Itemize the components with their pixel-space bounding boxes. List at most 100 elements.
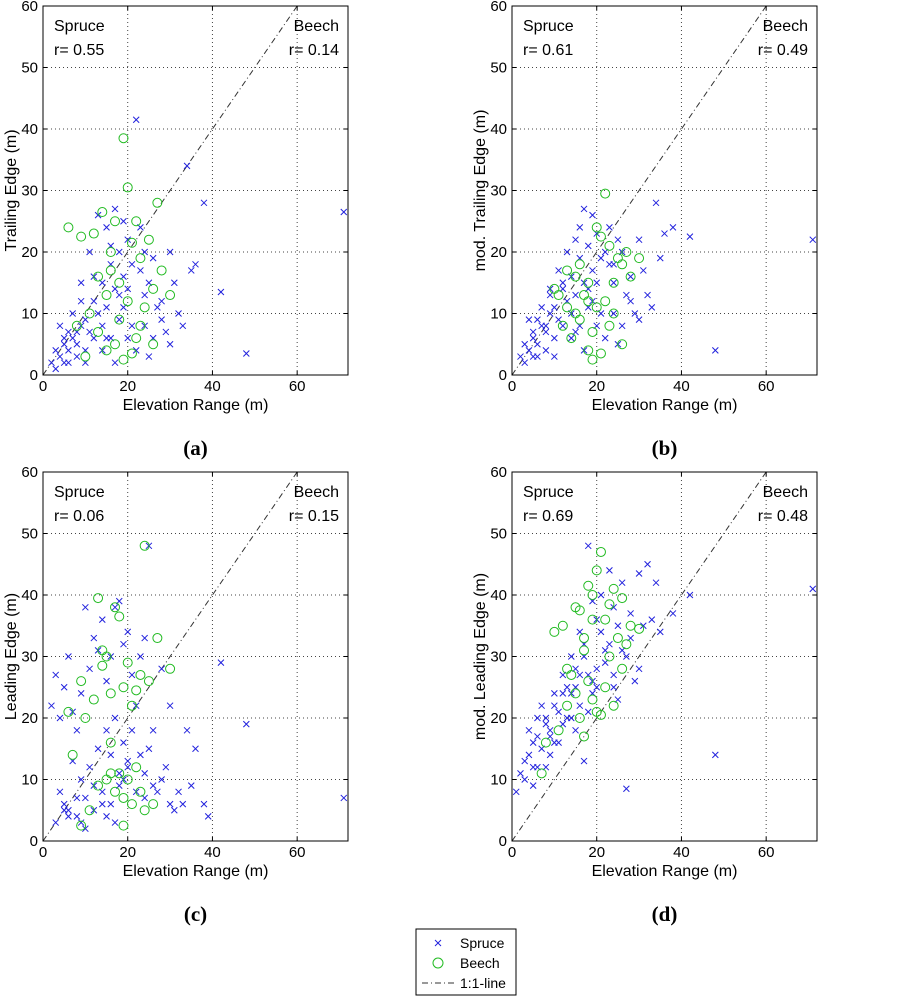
beech-point: [71, 320, 82, 331]
spruce-point: [115, 769, 123, 777]
legend-item: Spruce: [434, 935, 505, 951]
spruce-point: [179, 322, 187, 330]
spruce-point: [593, 279, 601, 287]
beech-point: [156, 265, 167, 276]
spruce-point: [158, 316, 165, 324]
beech-point: [612, 253, 623, 264]
spruce-point: [77, 279, 85, 287]
beech-point: [143, 676, 154, 687]
spruce-point: [56, 322, 64, 330]
spruce-point: [128, 671, 136, 679]
beech-point: [557, 320, 568, 331]
spruce-point: [124, 334, 132, 342]
spruce-point: [686, 233, 694, 240]
spruce-point: [534, 733, 541, 740]
beech-point: [105, 688, 116, 699]
spruce-point: [90, 297, 98, 305]
spruce-point: [542, 347, 550, 354]
spruce-point: [60, 800, 68, 808]
spruce-point: [128, 260, 136, 268]
spruce-point: [652, 199, 660, 207]
spruce-point: [809, 585, 817, 593]
one-to-one-line: [512, 472, 767, 841]
spruce-point: [572, 726, 579, 734]
spruce-point: [567, 714, 575, 722]
spruce-point: [115, 291, 123, 299]
beech-point: [105, 737, 116, 748]
beech-point: [67, 749, 78, 760]
spruce-point: [542, 714, 550, 722]
beech-point: [600, 682, 611, 693]
beech-point: [93, 593, 104, 604]
y-tick-label: 10: [490, 306, 507, 323]
spruce-point: [149, 782, 157, 790]
beech-point: [105, 247, 116, 257]
spruce-point: [546, 310, 554, 317]
spruce-point: [635, 316, 643, 324]
legend-label: Spruce: [460, 935, 505, 951]
spruce-point: [614, 236, 622, 244]
plot-area: [512, 472, 817, 841]
spruce-point: [124, 763, 132, 771]
spruce-point: [94, 211, 102, 219]
spruce-point: [103, 677, 110, 685]
beech-point: [566, 669, 577, 680]
beech-point: [84, 805, 95, 816]
spruce-point: [149, 254, 157, 262]
spruce-point: [132, 116, 140, 124]
beech-point: [587, 326, 598, 337]
spruce-point: [614, 622, 622, 630]
spruce-point: [627, 610, 634, 617]
beech-point: [634, 253, 645, 264]
spruce-point: [86, 665, 93, 673]
beech-point: [595, 348, 606, 359]
spruce-point: [580, 757, 588, 765]
spruce-point: [538, 702, 546, 710]
spruce-point: [82, 603, 89, 611]
spruce-point: [551, 690, 558, 697]
spruce-point: [512, 788, 520, 796]
spruce-point: [115, 248, 123, 256]
beech-point: [114, 768, 125, 779]
spruce-point: [103, 813, 110, 820]
beech-point: [63, 706, 74, 717]
spruce-point: [179, 800, 187, 808]
y-axis-label: Trailing Edge (m): [3, 129, 20, 251]
spruce-point: [77, 297, 85, 305]
spruce-point: [597, 628, 605, 636]
beech-point: [608, 583, 619, 594]
spruce-point: [82, 825, 89, 833]
spruce-point: [111, 714, 119, 722]
beech-point: [93, 780, 104, 791]
x-tick-label: 40: [673, 844, 690, 861]
spruce-point: [711, 347, 719, 354]
x-tick-label: 20: [588, 378, 605, 395]
beech-point: [105, 768, 116, 779]
spruce-point: [618, 579, 626, 587]
beech-point: [583, 580, 594, 591]
y-tick-label: 40: [21, 587, 38, 604]
beech-point: [604, 599, 615, 610]
spruce-point: [635, 570, 643, 577]
spruce-point: [145, 353, 153, 360]
x-axis-label: Elevation Range (m): [123, 863, 269, 880]
beech-point: [135, 786, 146, 797]
x-tick-label: 40: [673, 378, 690, 395]
spruce-point: [94, 745, 102, 753]
spruce-point: [120, 217, 127, 225]
beech-point: [148, 339, 159, 350]
spruce-point: [128, 726, 136, 734]
spruce-point: [551, 353, 558, 360]
beech-point: [570, 688, 581, 699]
spruce-point: [669, 610, 677, 617]
spruce-point: [124, 285, 132, 293]
beech-point: [612, 633, 623, 644]
spruce-point: [639, 267, 647, 274]
y-tick-label: 30: [490, 649, 507, 666]
beech-point: [583, 345, 594, 356]
spruce-point: [576, 224, 584, 231]
spruce-point: [187, 782, 195, 790]
beech-point: [595, 709, 606, 720]
spruce-point: [77, 690, 85, 697]
beech-point: [135, 253, 146, 264]
